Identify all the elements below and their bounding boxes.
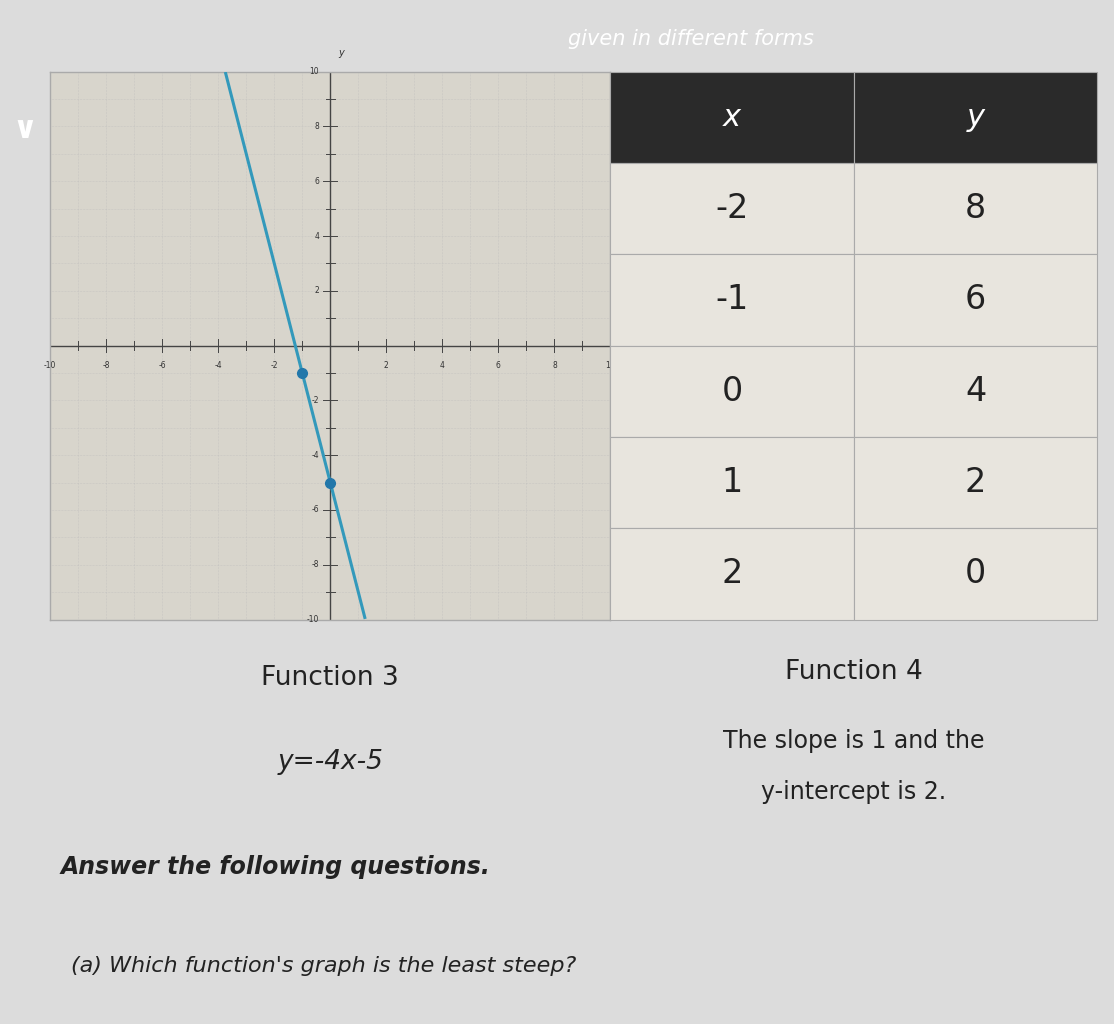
Text: 2: 2 (384, 360, 389, 370)
Text: 0: 0 (722, 375, 743, 408)
Text: 10: 10 (310, 68, 319, 76)
Text: Answer the following questions.: Answer the following questions. (60, 855, 490, 879)
Text: -8: -8 (312, 560, 319, 569)
Text: (a) Which function's graph is the least steep?: (a) Which function's graph is the least … (71, 955, 576, 976)
Text: 1: 1 (722, 466, 743, 499)
Text: -1: -1 (715, 284, 749, 316)
Bar (610, 437, 854, 528)
Text: -10: -10 (43, 360, 57, 370)
Text: Function 3: Function 3 (262, 666, 399, 691)
Text: -4: -4 (312, 451, 319, 460)
Text: y: y (339, 47, 344, 57)
Bar (610, 528, 854, 620)
Text: Function 4: Function 4 (785, 659, 922, 685)
Text: -2: -2 (271, 360, 278, 370)
Text: given in different forms: given in different forms (568, 30, 813, 49)
Text: 6: 6 (965, 284, 986, 316)
Bar (854, 346, 1097, 437)
Text: The slope is 1 and the: The slope is 1 and the (723, 729, 985, 754)
Text: 2: 2 (965, 466, 986, 499)
Text: 0: 0 (965, 557, 986, 591)
Text: 8: 8 (314, 122, 319, 131)
Text: -2: -2 (312, 396, 319, 404)
Bar (610, 254, 854, 345)
Text: -10: -10 (306, 615, 319, 624)
Bar (854, 437, 1097, 528)
Text: ∨: ∨ (12, 115, 38, 143)
Text: 6: 6 (314, 177, 319, 185)
Text: x: x (723, 102, 741, 132)
Text: -6: -6 (312, 506, 319, 514)
Text: 10: 10 (606, 360, 615, 370)
Text: 8: 8 (553, 360, 557, 370)
Text: 4: 4 (965, 375, 986, 408)
Text: x: x (627, 333, 633, 342)
Text: 4: 4 (440, 360, 444, 370)
Bar (610, 72, 854, 163)
Text: y-intercept is 2.: y-intercept is 2. (761, 779, 947, 804)
Text: y: y (967, 102, 985, 132)
Bar (610, 346, 854, 437)
Text: 6: 6 (496, 360, 501, 370)
Bar (610, 163, 854, 254)
Text: 4: 4 (314, 231, 319, 241)
Bar (854, 254, 1097, 345)
Bar (854, 163, 1097, 254)
Text: -2: -2 (715, 193, 749, 225)
Text: 2: 2 (314, 287, 319, 295)
Text: -4: -4 (214, 360, 222, 370)
Bar (854, 72, 1097, 163)
Text: y=-4x-5: y=-4x-5 (277, 750, 383, 775)
Text: 2: 2 (722, 557, 743, 591)
Text: -6: -6 (158, 360, 166, 370)
Text: -8: -8 (102, 360, 110, 370)
Bar (854, 528, 1097, 620)
Text: 8: 8 (965, 193, 986, 225)
